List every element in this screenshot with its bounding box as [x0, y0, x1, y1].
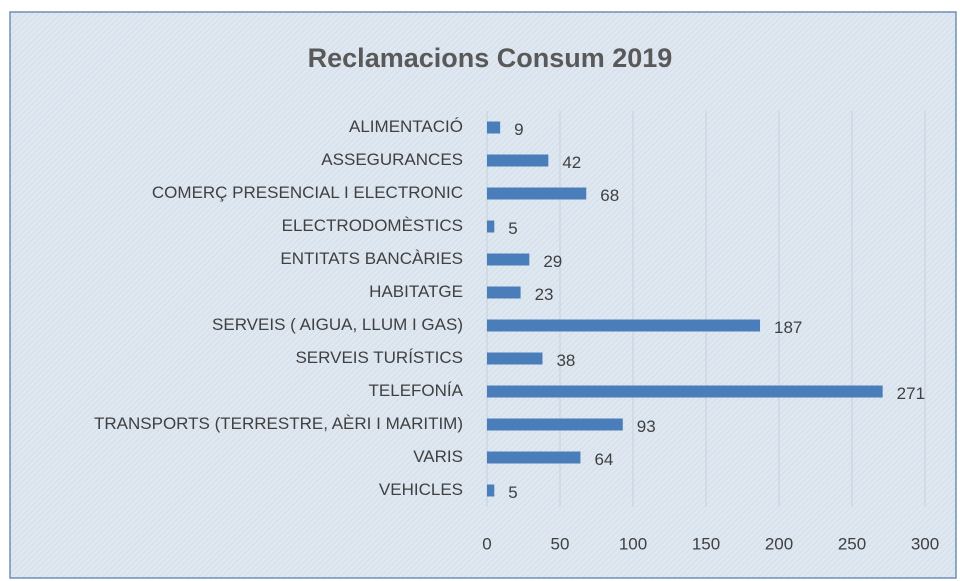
- x-tick-label: 200: [765, 534, 793, 553]
- bar: [487, 154, 549, 167]
- y-tick-label: ALIMENTACIÓ: [349, 117, 463, 136]
- x-tick-label: 150: [692, 534, 720, 553]
- y-tick-label: SERVEIS TURÍSTICS: [295, 348, 463, 367]
- bar: [487, 484, 495, 497]
- bar: [487, 319, 761, 332]
- y-tick-label: SERVEIS ( AIGUA, LLUM I GAS): [212, 315, 463, 334]
- data-label: 271: [897, 384, 925, 403]
- x-tick-label: 300: [911, 534, 939, 553]
- bar: [487, 352, 543, 365]
- data-label: 42: [562, 153, 581, 172]
- data-label: 187: [774, 318, 802, 337]
- y-tick-label: COMERÇ PRESENCIAL I ELECTRONIC: [152, 183, 463, 202]
- data-label: 38: [556, 351, 575, 370]
- y-tick-label: TRANSPORTS (TERRESTRE, AÈRI I MARITIM): [94, 414, 463, 433]
- data-label: 93: [637, 417, 656, 436]
- data-label: 29: [543, 252, 562, 271]
- bar: [487, 418, 623, 431]
- bar: [487, 286, 521, 299]
- y-tick-label: ELECTRODOMÈSTICS: [282, 216, 463, 235]
- x-tick-label: 0: [482, 534, 491, 553]
- bar: [487, 187, 587, 200]
- y-tick-label: HABITATGE: [369, 282, 463, 301]
- y-tick-label: TELEFONÍA: [369, 381, 464, 400]
- data-label: 5: [508, 219, 517, 238]
- data-label: 5: [508, 483, 517, 502]
- data-label: 9: [514, 120, 523, 139]
- x-tick-label: 100: [619, 534, 647, 553]
- bar: [487, 385, 883, 398]
- y-tick-label: VARIS: [413, 447, 463, 466]
- bar: [487, 121, 501, 134]
- y-tick-label: ASSEGURANCES: [321, 150, 463, 169]
- bar: [487, 253, 530, 266]
- y-tick-label: VEHICLES: [379, 480, 463, 499]
- x-tick-label: 50: [551, 534, 570, 553]
- x-tick-label: 250: [838, 534, 866, 553]
- data-label: 64: [594, 450, 613, 469]
- bar: [487, 220, 495, 233]
- data-label: 23: [535, 285, 554, 304]
- chart-background: [9, 11, 957, 579]
- y-tick-label: ENTITATS BANCÀRIES: [280, 249, 463, 268]
- bar: [487, 451, 581, 464]
- data-label: 68: [600, 186, 619, 205]
- chart-title: Reclamacions Consum 2019: [308, 43, 673, 73]
